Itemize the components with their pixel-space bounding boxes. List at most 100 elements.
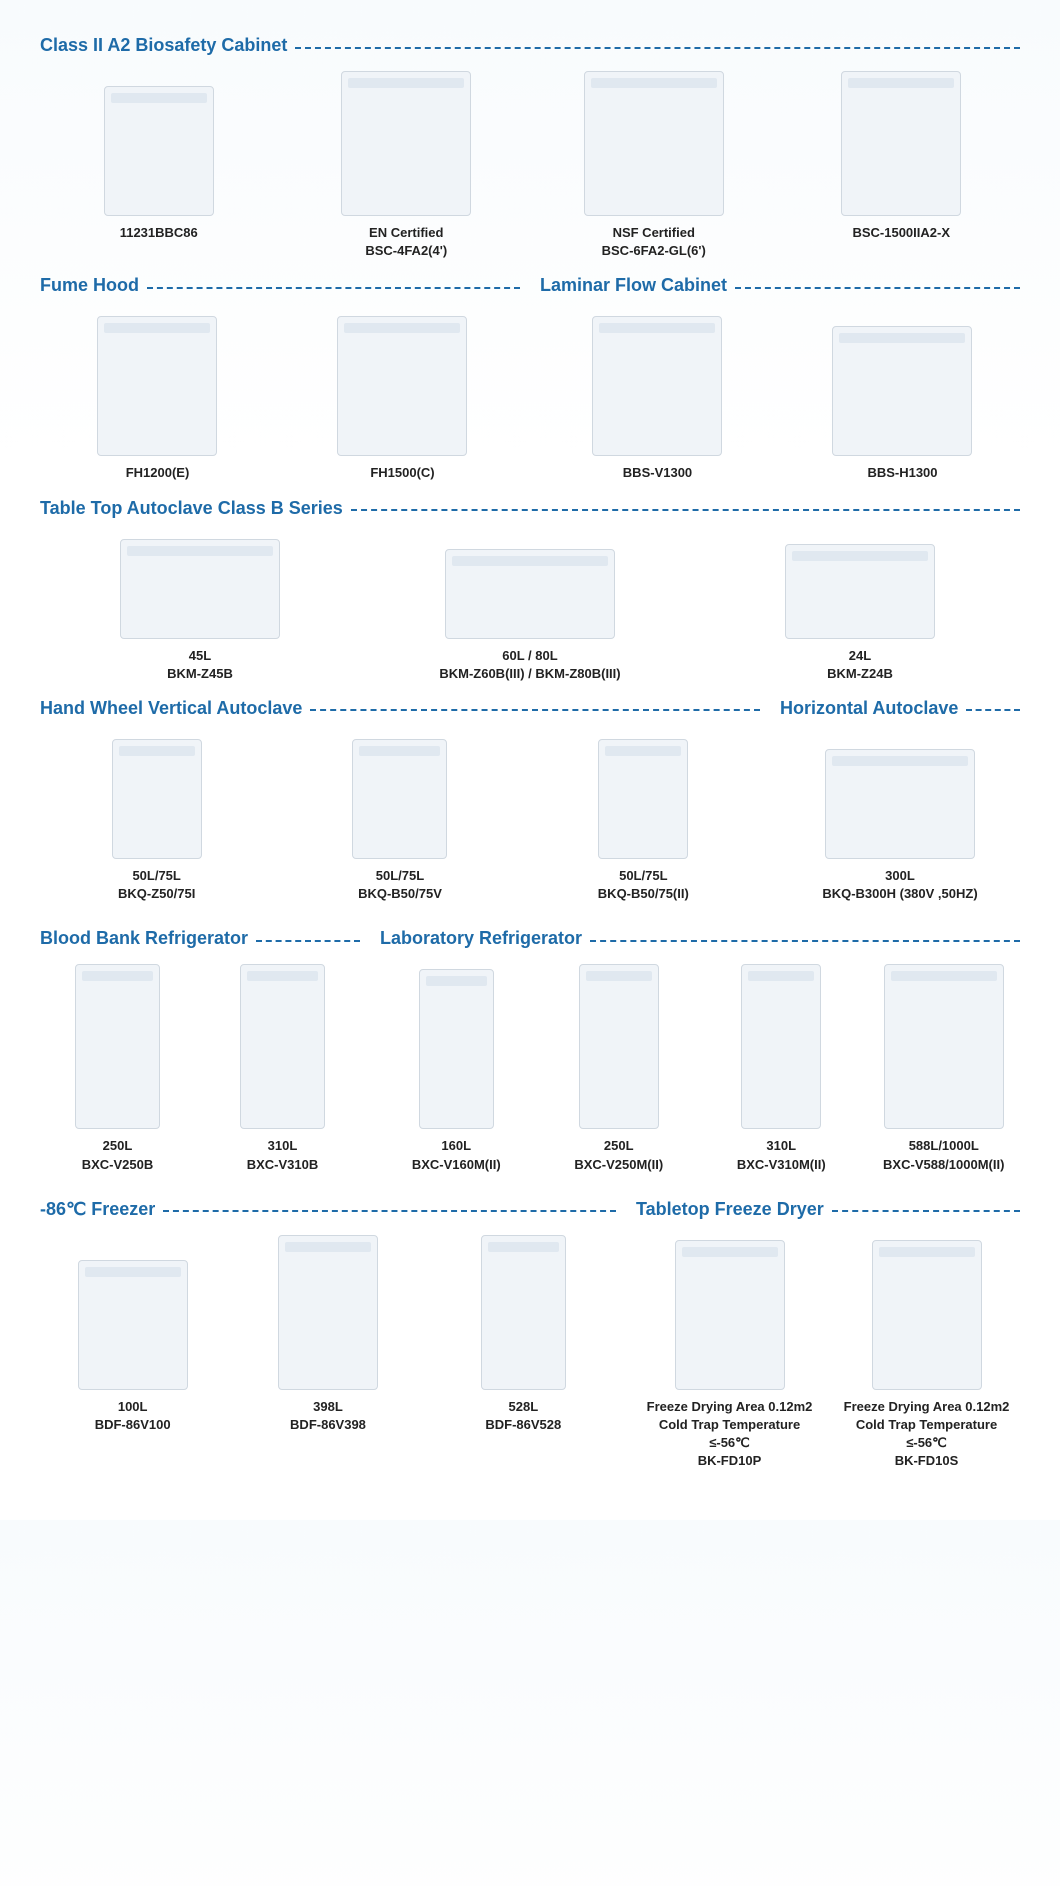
product-image-box — [337, 306, 467, 456]
product-card: 45LBKM-Z45B — [48, 529, 352, 683]
product-label: BKQ-B50/75V — [358, 885, 442, 903]
section-header: Tabletop Freeze Dryer — [636, 1199, 1020, 1220]
product-card: 50L/75LBKQ-Z50/75I — [45, 729, 268, 903]
section-title: Hand Wheel Vertical Autoclave — [40, 698, 310, 719]
section-header: Laminar Flow Cabinet — [540, 275, 1020, 296]
product-label: BXC-V250M(II) — [574, 1156, 663, 1174]
equipment-placeholder — [785, 544, 935, 639]
dash-line — [295, 47, 1020, 49]
product-label: 50L/75L — [132, 867, 180, 885]
equipment-placeholder — [884, 964, 1004, 1129]
product-label: Freeze Drying Area 0.12m2 — [844, 1398, 1010, 1416]
dash-line — [147, 287, 520, 289]
product-card: 528LBDF-86V528 — [434, 1230, 613, 1434]
product-label: BSC-1500IIA2-X — [852, 224, 950, 242]
equipment-placeholder — [584, 71, 724, 216]
equipment-placeholder — [832, 326, 972, 456]
product-label: 160L — [441, 1137, 471, 1155]
equipment-placeholder — [240, 964, 325, 1129]
equipment-placeholder — [825, 749, 975, 859]
product-card: 398LBDF-86V398 — [239, 1230, 418, 1434]
catalog-section: Laboratory Refrigerator160LBXC-V160M(II)… — [370, 913, 1020, 1173]
section-title: Class II A2 Biosafety Cabinet — [40, 35, 295, 56]
product-image-box — [884, 959, 1004, 1129]
equipment-placeholder — [592, 316, 722, 456]
section-header: Class II A2 Biosafety Cabinet — [40, 35, 1020, 56]
product-card: 310LBXC-V310B — [206, 959, 360, 1173]
section-header: Table Top Autoclave Class B Series — [40, 498, 1020, 519]
equipment-placeholder — [579, 964, 659, 1129]
equipment-placeholder — [352, 739, 447, 859]
dash-line — [163, 1210, 616, 1212]
product-grid: Freeze Drying Area 0.12m2Cold Trap Tempe… — [636, 1230, 1020, 1471]
dash-line — [310, 709, 760, 711]
product-label: 310L — [766, 1137, 796, 1155]
section-row: -86℃ Freezer100LBDF-86V100398LBDF-86V398… — [40, 1184, 1020, 1471]
product-label: BKQ-B300H (380V ,50HZ) — [822, 885, 977, 903]
product-card: 250LBXC-V250B — [41, 959, 195, 1173]
equipment-placeholder — [337, 316, 467, 456]
section-title: Table Top Autoclave Class B Series — [40, 498, 351, 519]
section-title: Laboratory Refrigerator — [380, 928, 590, 949]
dash-line — [966, 709, 1020, 711]
product-label: NSF Certified — [613, 224, 695, 242]
equipment-placeholder — [341, 71, 471, 216]
catalog-section: Tabletop Freeze DryerFreeze Drying Area … — [626, 1184, 1020, 1471]
product-card: NSF CertifiedBSC-6FA2-GL(6') — [541, 66, 766, 260]
product-label: BDF-86V398 — [290, 1416, 366, 1434]
dash-line — [832, 1210, 1020, 1212]
product-label: BKM-Z45B — [167, 665, 233, 683]
product-card: 50L/75LBKQ-B50/75(II) — [532, 729, 755, 903]
product-grid: FH1200(E)FH1500(C) — [40, 306, 520, 482]
product-grid: 50L/75LBKQ-Z50/75I50L/75LBKQ-B50/75V50L/… — [40, 729, 760, 903]
product-card: Freeze Drying Area 0.12m2Cold Trap Tempe… — [637, 1230, 821, 1471]
section-title: Laminar Flow Cabinet — [540, 275, 735, 296]
equipment-placeholder — [598, 739, 688, 859]
product-label: Freeze Drying Area 0.12m2 — [647, 1398, 813, 1416]
dash-line — [351, 509, 1020, 511]
section-title: Fume Hood — [40, 275, 147, 296]
section-header: Fume Hood — [40, 275, 520, 296]
product-image-box — [584, 66, 724, 216]
product-image-box — [598, 729, 688, 859]
equipment-placeholder — [481, 1235, 566, 1390]
product-label: 588L/1000L — [909, 1137, 979, 1155]
product-card: FH1500(C) — [287, 306, 517, 482]
product-image-box — [104, 66, 214, 216]
catalog-section: Horizontal Autoclave 300LBKQ-B300H (380V … — [770, 683, 1020, 903]
product-label: 398L — [313, 1398, 343, 1416]
product-label: 300L — [885, 867, 915, 885]
product-label: BKM-Z60B(III) / BKM-Z80B(III) — [439, 665, 620, 683]
product-label: BSC-6FA2-GL(6') — [602, 242, 706, 260]
section-header: Horizontal Autoclave — [780, 698, 1020, 719]
product-image-box — [240, 959, 325, 1129]
product-label: BDF-86V100 — [95, 1416, 171, 1434]
product-card: 100LBDF-86V100 — [43, 1230, 222, 1434]
product-image-box — [120, 529, 280, 639]
product-image-box — [832, 306, 972, 456]
product-image-box — [352, 729, 447, 859]
product-card: Freeze Drying Area 0.12m2Cold Trap Tempe… — [834, 1230, 1018, 1471]
product-card: 60L / 80LBKM-Z60B(III) / BKM-Z80B(III) — [378, 529, 682, 683]
product-image-box — [592, 306, 722, 456]
dash-line — [590, 940, 1020, 942]
equipment-placeholder — [419, 969, 494, 1129]
product-image-box — [785, 529, 935, 639]
product-card: 24LBKM-Z24B — [708, 529, 1012, 683]
section-title: Tabletop Freeze Dryer — [636, 1199, 832, 1220]
product-label: BSC-4FA2(4') — [365, 242, 447, 260]
product-label: EN Certified — [369, 224, 443, 242]
product-card: BSC-1500IIA2-X — [789, 66, 1014, 260]
section-title: -86℃ Freezer — [40, 1199, 163, 1220]
product-image-box — [112, 729, 202, 859]
product-card: FH1200(E) — [42, 306, 272, 482]
product-label: 50L/75L — [619, 867, 667, 885]
product-label: BK-FD10S — [895, 1452, 959, 1470]
catalog-section: Blood Bank Refrigerator250LBXC-V250B310L… — [40, 913, 370, 1173]
product-label: BXC-V588/1000M(II) — [883, 1156, 1004, 1174]
product-label: 100L — [118, 1398, 148, 1416]
product-card: BBS-H1300 — [787, 306, 1017, 482]
equipment-placeholder — [75, 964, 160, 1129]
equipment-placeholder — [445, 549, 615, 639]
product-card: 300LBKQ-B300H (380V ,50HZ) — [822, 729, 977, 903]
